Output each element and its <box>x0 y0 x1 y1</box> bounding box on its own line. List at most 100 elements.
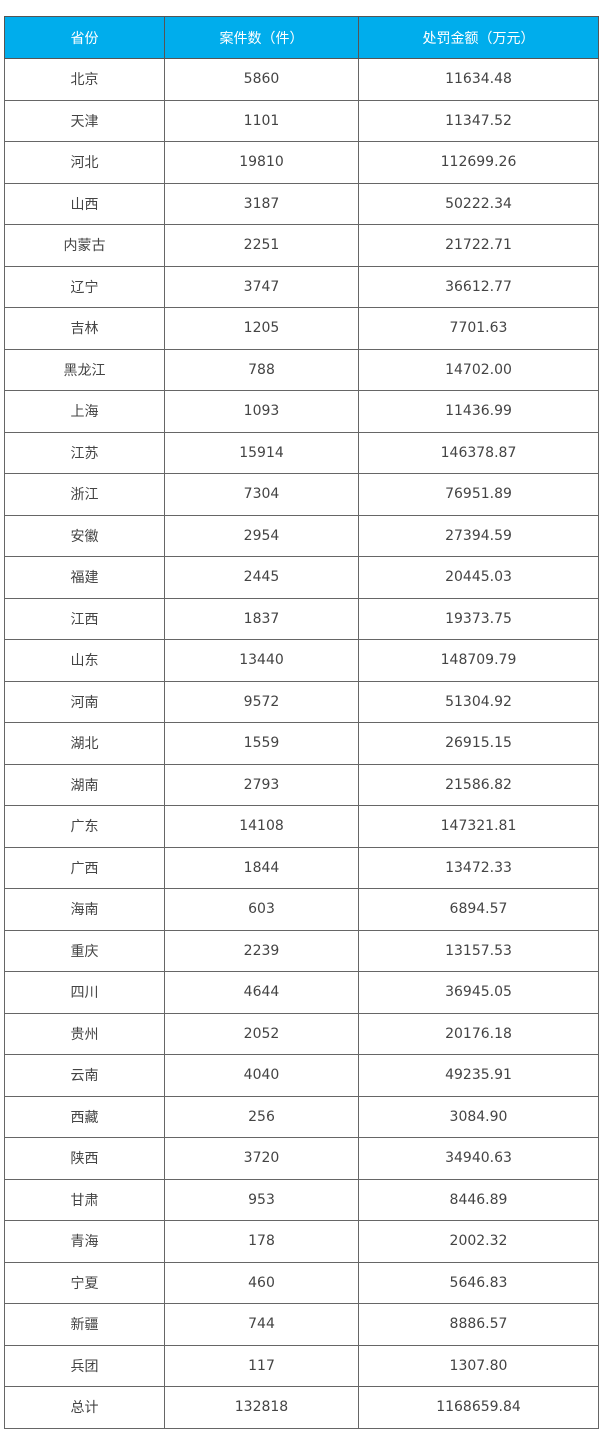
cell-province: 总计 <box>4 1386 165 1429</box>
cell-penalty-amount: 50222.34 <box>358 182 599 225</box>
cell-penalty-amount: 19373.75 <box>358 597 599 640</box>
table-row: 山东 13440 148709.79 <box>4 639 599 682</box>
cell-penalty-amount: 14702.00 <box>358 348 599 391</box>
cell-penalty-amount: 7701.63 <box>358 307 599 350</box>
cell-case-count: 603 <box>164 888 359 931</box>
cell-case-count: 19810 <box>164 141 359 184</box>
cell-case-count: 9572 <box>164 680 359 723</box>
cell-case-count: 3720 <box>164 1137 359 1180</box>
header-case-count: 案件数（件） <box>164 16 359 59</box>
header-penalty-amount: 处罚金额（万元） <box>358 16 599 59</box>
table-row: 浙江 7304 76951.89 <box>4 473 599 516</box>
cell-penalty-amount: 21722.71 <box>358 224 599 267</box>
cell-penalty-amount: 8446.89 <box>358 1178 599 1221</box>
cell-penalty-amount: 27394.59 <box>358 514 599 557</box>
table-row: 西藏 256 3084.90 <box>4 1095 599 1138</box>
cell-case-count: 117 <box>164 1344 359 1387</box>
cell-penalty-amount: 11347.52 <box>358 99 599 142</box>
cell-penalty-amount: 36945.05 <box>358 971 599 1014</box>
cell-province: 浙江 <box>4 473 165 516</box>
cell-case-count: 788 <box>164 348 359 391</box>
table-row: 宁夏 460 5646.83 <box>4 1261 599 1304</box>
cell-penalty-amount: 11634.48 <box>358 58 599 101</box>
cell-province: 贵州 <box>4 1012 165 1055</box>
cell-penalty-amount: 20176.18 <box>358 1012 599 1055</box>
cell-province: 湖南 <box>4 763 165 806</box>
cell-penalty-amount: 1307.80 <box>358 1344 599 1387</box>
table-row: 广西 1844 13472.33 <box>4 846 599 889</box>
cell-penalty-amount: 21586.82 <box>358 763 599 806</box>
cell-province: 江西 <box>4 597 165 640</box>
cell-case-count: 1101 <box>164 99 359 142</box>
table-row: 陕西 3720 34940.63 <box>4 1137 599 1180</box>
cell-province: 辽宁 <box>4 265 165 308</box>
cell-penalty-amount: 76951.89 <box>358 473 599 516</box>
cell-penalty-amount: 51304.92 <box>358 680 599 723</box>
table-row: 重庆 2239 13157.53 <box>4 929 599 972</box>
cell-province: 云南 <box>4 1054 165 1097</box>
cell-province: 宁夏 <box>4 1261 165 1304</box>
cell-case-count: 4644 <box>164 971 359 1014</box>
cell-province: 重庆 <box>4 929 165 972</box>
cell-province: 河北 <box>4 141 165 184</box>
cell-case-count: 3187 <box>164 182 359 225</box>
cell-case-count: 1559 <box>164 722 359 765</box>
cell-penalty-amount: 146378.87 <box>358 431 599 474</box>
table-row: 兵团 117 1307.80 <box>4 1344 599 1387</box>
cell-province: 陕西 <box>4 1137 165 1180</box>
cell-case-count: 15914 <box>164 431 359 474</box>
cell-case-count: 2052 <box>164 1012 359 1055</box>
cell-case-count: 2239 <box>164 929 359 972</box>
cell-case-count: 953 <box>164 1178 359 1221</box>
cell-province: 河南 <box>4 680 165 723</box>
cell-province: 山东 <box>4 639 165 682</box>
cell-penalty-amount: 49235.91 <box>358 1054 599 1097</box>
cell-penalty-amount: 148709.79 <box>358 639 599 682</box>
cell-penalty-amount: 8886.57 <box>358 1303 599 1346</box>
table-row: 天津 1101 11347.52 <box>4 99 599 142</box>
cell-case-count: 5860 <box>164 58 359 101</box>
cell-province: 广东 <box>4 805 165 848</box>
cell-province: 福建 <box>4 556 165 599</box>
cell-penalty-amount: 20445.03 <box>358 556 599 599</box>
cell-province: 海南 <box>4 888 165 931</box>
cell-case-count: 2954 <box>164 514 359 557</box>
cell-case-count: 13440 <box>164 639 359 682</box>
table-row: 江苏 15914 146378.87 <box>4 431 599 474</box>
cell-province: 吉林 <box>4 307 165 350</box>
cell-penalty-amount: 5646.83 <box>358 1261 599 1304</box>
table-body: 北京 5860 11634.48 天津 1101 11347.52 河北 19810 11269… <box>4 58 599 1429</box>
table-row: 山西 3187 50222.34 <box>4 182 599 225</box>
table-row: 广东 14108 147321.81 <box>4 805 599 848</box>
cell-case-count: 2793 <box>164 763 359 806</box>
table-row: 海南 603 6894.57 <box>4 888 599 931</box>
cell-case-count: 1844 <box>164 846 359 889</box>
cell-penalty-amount: 112699.26 <box>358 141 599 184</box>
cell-province: 山西 <box>4 182 165 225</box>
table-row: 河南 9572 51304.92 <box>4 680 599 723</box>
cell-case-count: 3747 <box>164 265 359 308</box>
table-row: 黑龙江 788 14702.00 <box>4 348 599 391</box>
cell-case-count: 256 <box>164 1095 359 1138</box>
cell-case-count: 14108 <box>164 805 359 848</box>
cell-case-count: 7304 <box>164 473 359 516</box>
cell-province: 青海 <box>4 1220 165 1263</box>
table-row: 北京 5860 11634.48 <box>4 58 599 101</box>
cell-penalty-amount: 36612.77 <box>358 265 599 308</box>
cell-province: 广西 <box>4 846 165 889</box>
table-row: 甘肃 953 8446.89 <box>4 1178 599 1221</box>
table-row: 福建 2445 20445.03 <box>4 556 599 599</box>
total-row: 总计 132818 1168659.84 <box>4 1386 599 1429</box>
table-row: 内蒙古 2251 21722.71 <box>4 224 599 267</box>
table-row: 吉林 1205 7701.63 <box>4 307 599 350</box>
table-row: 湖南 2793 21586.82 <box>4 763 599 806</box>
table-row: 青海 178 2002.32 <box>4 1220 599 1263</box>
cell-province: 湖北 <box>4 722 165 765</box>
header-province: 省份 <box>4 16 165 59</box>
penalty-table: 省份 案件数（件） 处罚金额（万元） 北京 5860 11634.48 天津 1101 1… <box>4 16 599 1429</box>
cell-province: 北京 <box>4 58 165 101</box>
cell-penalty-amount: 147321.81 <box>358 805 599 848</box>
cell-case-count: 132818 <box>164 1386 359 1429</box>
cell-province: 江苏 <box>4 431 165 474</box>
cell-province: 内蒙古 <box>4 224 165 267</box>
